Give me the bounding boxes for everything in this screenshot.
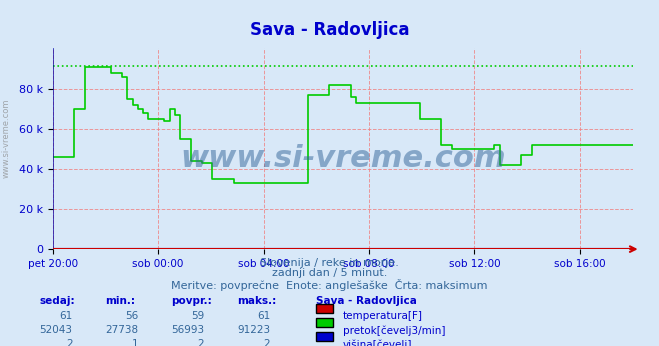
- Text: višina[čevelj]: višina[čevelj]: [343, 339, 412, 346]
- Text: www.si-vreme.com: www.si-vreme.com: [180, 144, 505, 173]
- Text: Sava - Radovljica: Sava - Radovljica: [316, 296, 417, 306]
- Text: Sava - Radovljica: Sava - Radovljica: [250, 21, 409, 39]
- Text: 2: 2: [66, 339, 72, 346]
- Text: 2: 2: [198, 339, 204, 346]
- Text: Meritve: povprečne  Enote: anglešaške  Črta: maksimum: Meritve: povprečne Enote: anglešaške Črt…: [171, 279, 488, 291]
- Text: 61: 61: [59, 311, 72, 321]
- Text: pretok[čevelj3/min]: pretok[čevelj3/min]: [343, 325, 445, 336]
- Text: 61: 61: [257, 311, 270, 321]
- Text: 52043: 52043: [40, 325, 72, 335]
- Text: www.si-vreme.com: www.si-vreme.com: [2, 99, 11, 178]
- Text: 56: 56: [125, 311, 138, 321]
- Text: temperatura[F]: temperatura[F]: [343, 311, 422, 321]
- Text: 27738: 27738: [105, 325, 138, 335]
- Text: sedaj:: sedaj:: [40, 296, 75, 306]
- Text: min.:: min.:: [105, 296, 136, 306]
- Text: 91223: 91223: [237, 325, 270, 335]
- Text: zadnji dan / 5 minut.: zadnji dan / 5 minut.: [272, 268, 387, 278]
- Text: 56993: 56993: [171, 325, 204, 335]
- Text: 2: 2: [264, 339, 270, 346]
- Text: 59: 59: [191, 311, 204, 321]
- Text: 1: 1: [132, 339, 138, 346]
- Text: Slovenija / reke in morje.: Slovenija / reke in morje.: [260, 258, 399, 268]
- Text: povpr.:: povpr.:: [171, 296, 212, 306]
- Text: maks.:: maks.:: [237, 296, 277, 306]
